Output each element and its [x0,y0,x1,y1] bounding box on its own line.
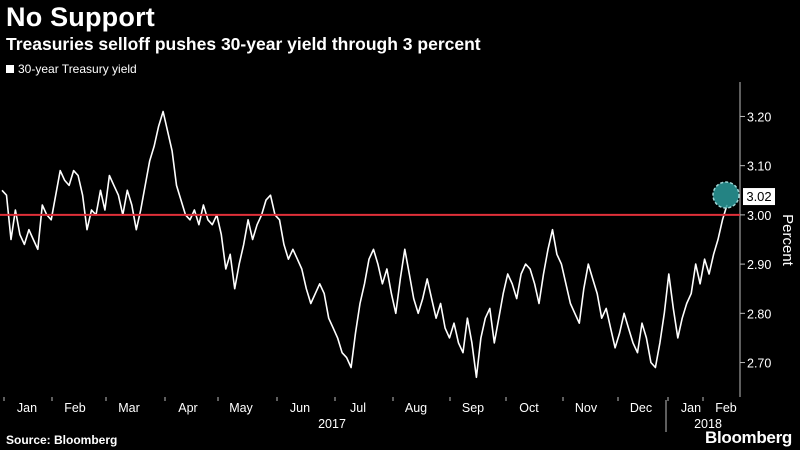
x-tick-label-7: Aug [405,401,427,415]
y-tick-label-2: 3.00 [747,209,771,223]
legend-swatch [6,65,14,73]
x-tick-label-6: Jul [350,401,366,415]
year-label-1: 2018 [694,417,722,431]
y-tick-label-4: 2.80 [747,307,771,321]
x-tick-label-11: Dec [630,401,652,415]
x-tick-label-10: Nov [575,401,598,415]
series-line-30-year-treasury-yield [1,110,728,379]
x-tick-label-9: Oct [519,401,539,415]
year-label-0: 2017 [318,417,346,431]
y-axis-label: Percent [779,214,796,267]
latest-value-marker [712,181,740,209]
bloomberg-logo: Bloomberg [704,428,792,447]
y-tick-label-5: 2.70 [747,357,771,371]
chart-subtitle: Treasuries selloff pushes 30-year yield … [6,34,481,54]
x-tick-label-2: Mar [118,401,140,415]
x-tick-label-5: Jun [290,401,310,415]
legend: 30-year Treasury yield [6,62,137,76]
y-tick-label-1: 3.10 [747,160,771,174]
y-tick-label-3: 2.90 [747,258,771,272]
y-tick-label-0: 3.20 [747,110,771,124]
legend-label: 30-year Treasury yield [18,62,137,76]
x-tick-label-4: May [229,401,253,415]
x-tick-label-1: Feb [64,401,86,415]
x-tick-label-0: Jan [17,401,37,415]
x-tick-label-8: Sep [462,401,484,415]
x-tick-label-13: Feb [715,401,737,415]
x-tick-label-3: Apr [178,401,197,415]
x-tick-label-12: Jan [681,401,701,415]
last-value-label: 3.02 [746,189,771,204]
last-value-box [743,188,775,206]
source-note: Source: Bloomberg [6,433,118,447]
chart-title: No Support [6,2,155,32]
